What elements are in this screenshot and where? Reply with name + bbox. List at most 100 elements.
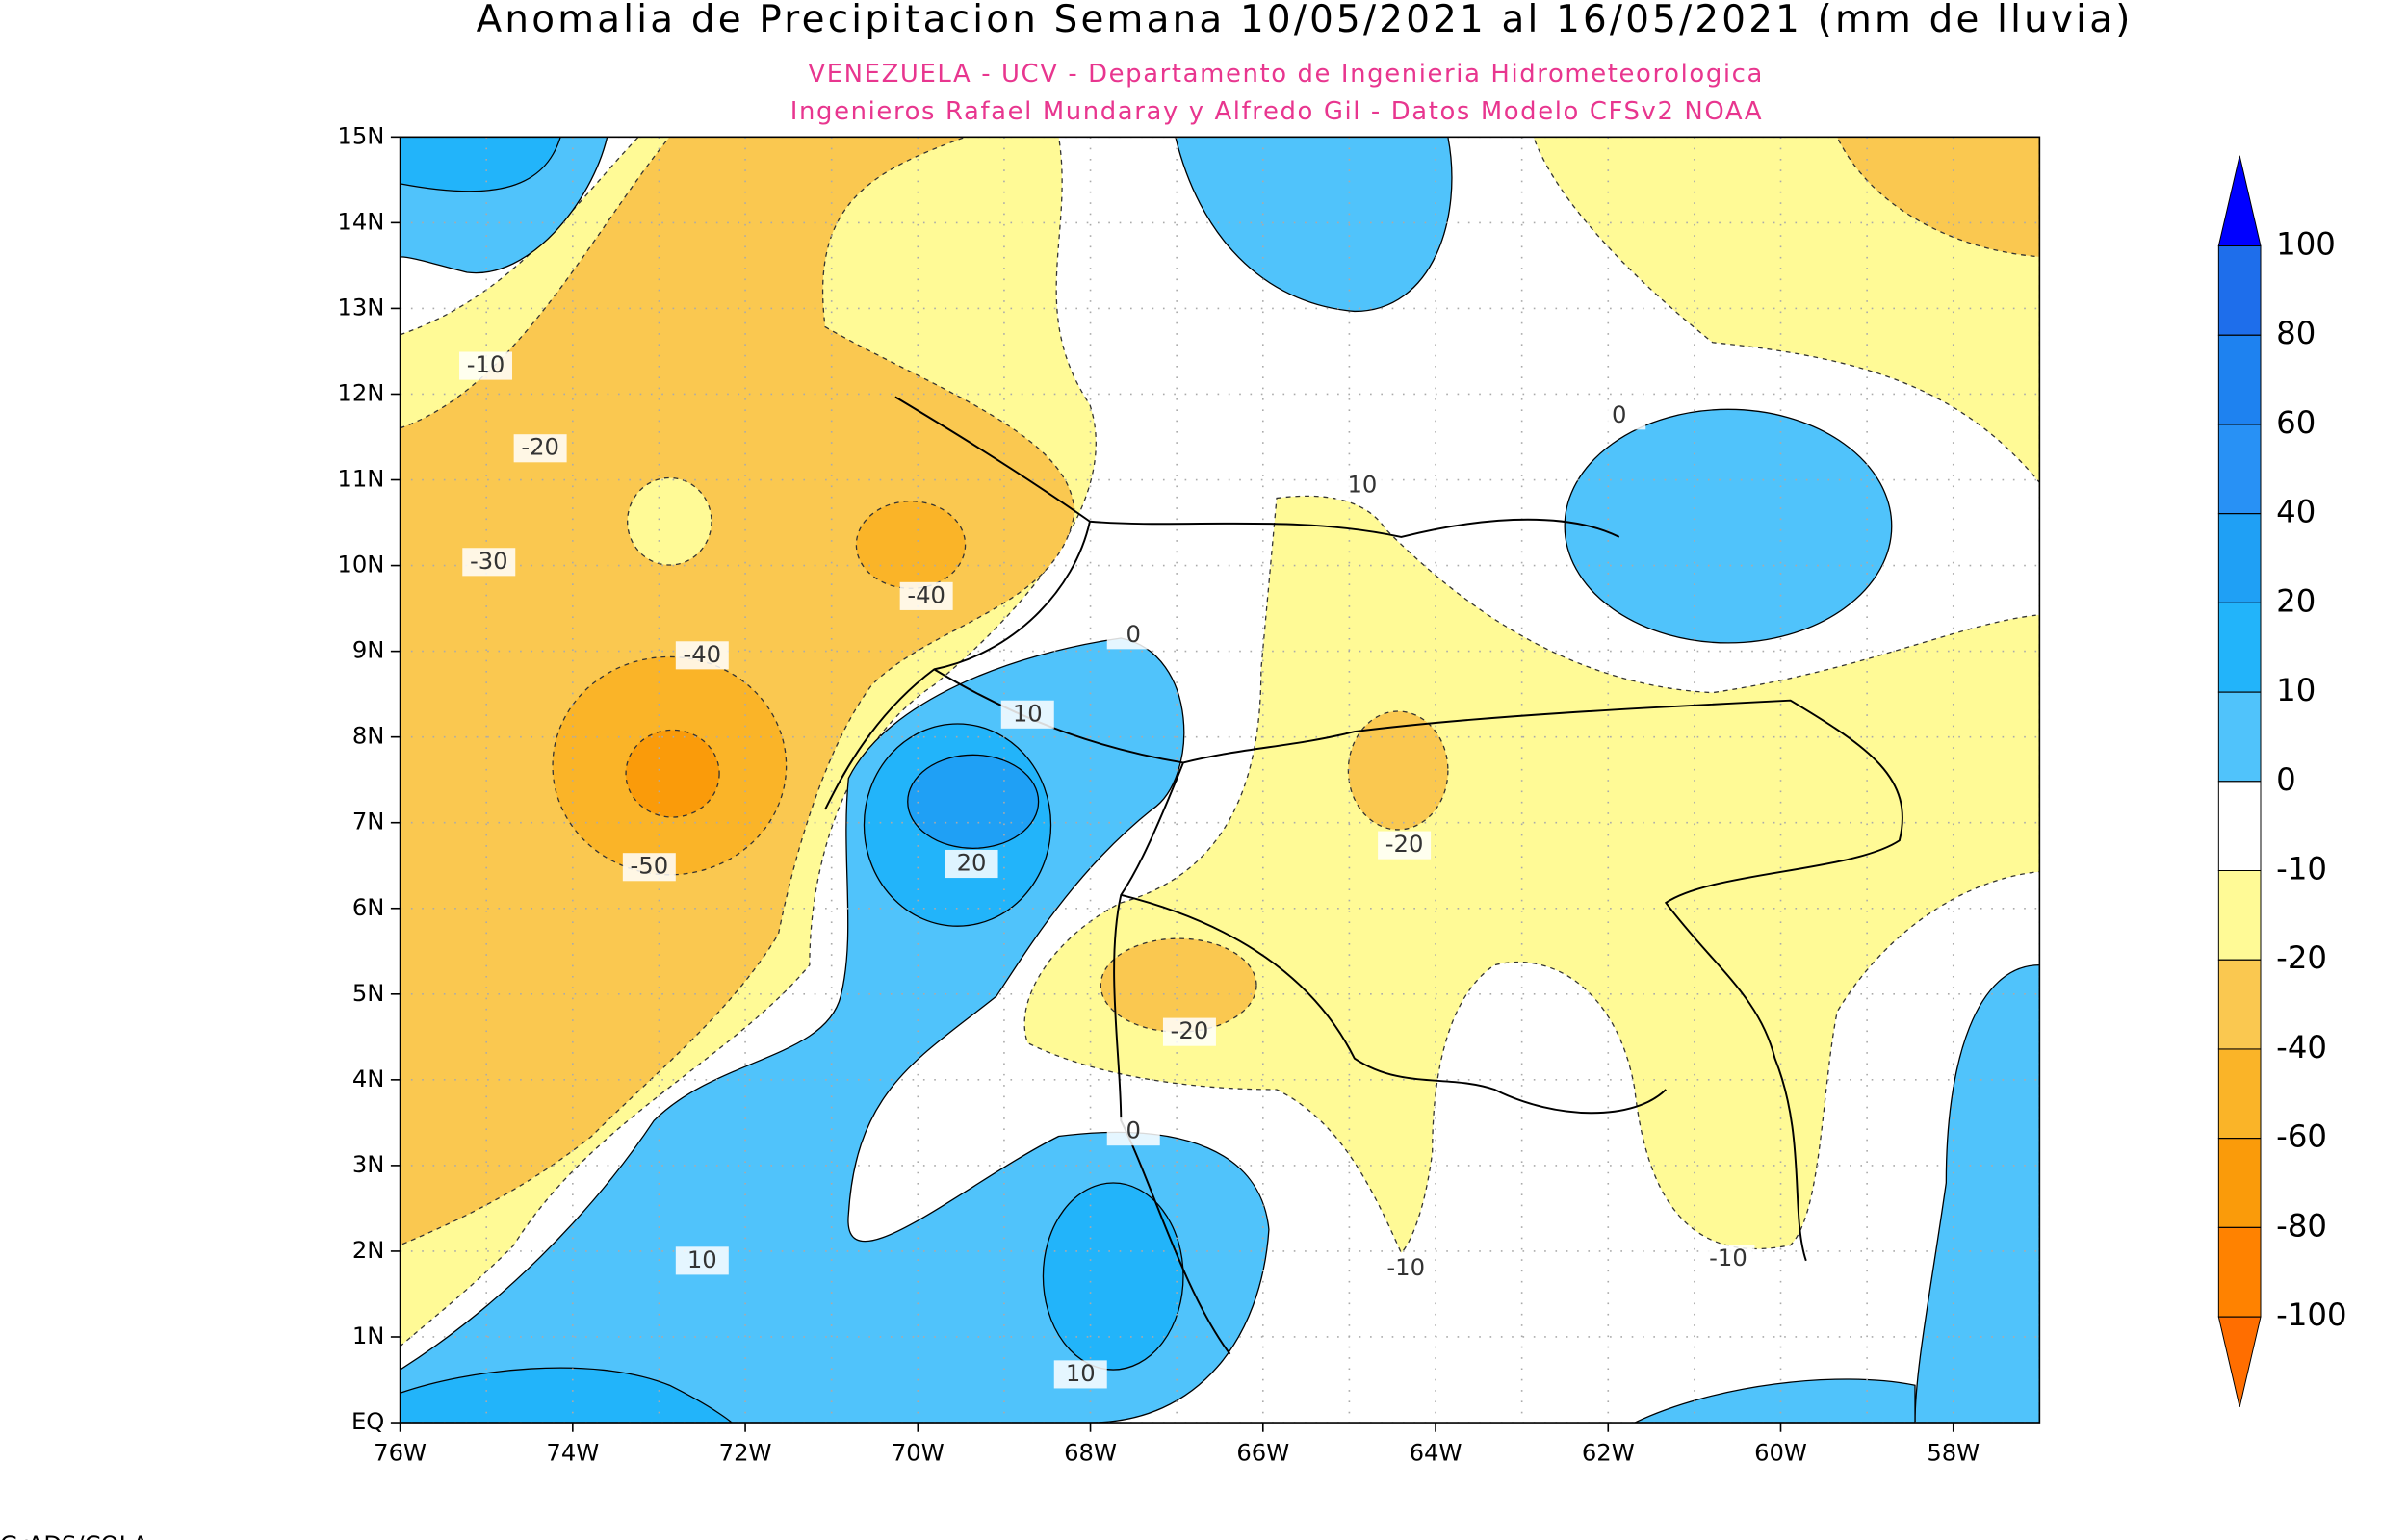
- x-tick-label: 70W: [892, 1438, 945, 1466]
- contour-label: 10: [687, 1245, 717, 1273]
- region: [625, 729, 720, 818]
- colorbar-box: [2217, 334, 2262, 425]
- subtitle: Ingenieros Rafael Mundaray y Alfredo Gil…: [790, 97, 1763, 126]
- region: [855, 500, 967, 589]
- contour-label-bg: [945, 849, 998, 879]
- contour-label-bg: [1106, 621, 1160, 650]
- y-tick-label: 1N: [352, 1322, 385, 1349]
- x-tick-label: 58W: [1927, 1438, 1980, 1466]
- contour-label-bg: [1379, 1254, 1433, 1283]
- colorbar-box: [2217, 870, 2262, 961]
- region: [627, 476, 712, 566]
- colorbar-label: -10: [2276, 851, 2327, 887]
- y-tick-label: 10N: [337, 551, 384, 578]
- contour-label-bg: [462, 548, 516, 577]
- y-tick-label: 5N: [352, 979, 385, 1007]
- colorbar-box: [2217, 781, 2262, 872]
- contour-label-bg: [675, 641, 729, 670]
- colorbar-box: [2217, 513, 2262, 603]
- colorbar-box: [2217, 1048, 2262, 1140]
- region: [1634, 1378, 1916, 1424]
- contour-label-bg: [1378, 831, 1432, 860]
- region: [1914, 963, 2040, 1424]
- y-tick-label: 2N: [352, 1236, 385, 1264]
- colorbar-box: [2217, 424, 2262, 515]
- y-tick-label: 7N: [352, 808, 385, 835]
- contour-label: 20: [957, 849, 987, 877]
- contour-label-bg: [1335, 472, 1389, 500]
- region: [907, 754, 1040, 849]
- contour-label: -20: [1385, 830, 1424, 858]
- contour-label: 10: [1013, 699, 1043, 727]
- x-tick-label: 66W: [1236, 1438, 1289, 1466]
- x-tick-label: 62W: [1582, 1438, 1635, 1466]
- contour-label: -10: [467, 350, 505, 378]
- x-tick-label: 64W: [1410, 1438, 1462, 1466]
- contour-label: -30: [470, 547, 508, 575]
- contour-label: -40: [683, 640, 721, 668]
- colorbar-label: 40: [2276, 494, 2316, 530]
- contour-label: -10: [1709, 1244, 1747, 1271]
- y-tick-label: 9N: [352, 636, 385, 664]
- region: [1175, 137, 1453, 313]
- colorbar-label: 80: [2276, 315, 2316, 351]
- region: [1042, 1182, 1184, 1371]
- field: [400, 137, 2040, 1424]
- y-tick-label: 12N: [337, 378, 384, 406]
- y-tick-label: 15N: [337, 121, 384, 149]
- colorbar-box: [2217, 602, 2262, 693]
- y-tick-label: 8N: [352, 722, 385, 750]
- contour-label-bg: [1000, 700, 1054, 729]
- colorbar-box: [2217, 245, 2262, 336]
- contour-label: 0: [1126, 620, 1141, 648]
- contour-label-bg: [675, 1246, 729, 1275]
- region: [400, 1367, 733, 1424]
- colorbar-label: 10: [2276, 672, 2316, 708]
- y-tick-label: EQ: [351, 1407, 384, 1435]
- colorbar-arrow: [2217, 1316, 2262, 1407]
- contour-label-bg: [1053, 1360, 1107, 1389]
- region: [1023, 495, 2040, 1254]
- contour-label: 10: [1348, 471, 1378, 499]
- colorbar-label: -80: [2276, 1207, 2327, 1244]
- contour-label: 0: [1612, 400, 1626, 428]
- contour-label: -40: [907, 580, 945, 608]
- colorbar-label: -40: [2276, 1029, 2327, 1065]
- region: [400, 637, 1270, 1424]
- map-frame: [399, 136, 2041, 1424]
- colorbar-box: [2217, 691, 2262, 783]
- x-tick-label: 76W: [374, 1438, 427, 1466]
- contour-label: 10: [1066, 1359, 1096, 1387]
- colorbar-label: 60: [2276, 404, 2316, 441]
- colorbar-label: -100: [2276, 1296, 2346, 1333]
- x-tick-label: 68W: [1064, 1438, 1117, 1466]
- colorbar-label: -20: [2276, 939, 2327, 976]
- colorbar-box: [2217, 959, 2262, 1050]
- y-tick-label: 3N: [352, 1150, 385, 1178]
- colorbar-label: 100: [2276, 226, 2336, 263]
- contour-label-bg: [513, 434, 567, 463]
- y-tick-label: 14N: [337, 207, 384, 235]
- region: [1100, 937, 1257, 1033]
- contour-label-bg: [1106, 1117, 1160, 1146]
- region: [1836, 137, 2040, 258]
- contour-label: 0: [1126, 1116, 1141, 1144]
- colorbar-arrow: [2217, 155, 2262, 247]
- colorbar-label: 20: [2276, 582, 2316, 619]
- contour-label: -10: [1386, 1253, 1425, 1281]
- contour-label-bg: [459, 351, 513, 380]
- colorbar-box: [2217, 1226, 2262, 1318]
- contour-label-bg: [1701, 1245, 1755, 1273]
- contour-label-bg: [1592, 401, 1646, 430]
- colorbar-box: [2217, 1138, 2262, 1228]
- x-tick-label: 72W: [719, 1438, 772, 1466]
- colorbar-label: 0: [2276, 761, 2296, 798]
- footer: GrADS/COLA: [0, 1530, 149, 1540]
- y-tick-label: 6N: [352, 893, 385, 921]
- y-tick-label: 4N: [352, 1065, 385, 1092]
- contour-label-bg: [899, 581, 953, 610]
- contour-label-bg: [622, 853, 676, 882]
- colorbar-label: -60: [2276, 1118, 2327, 1155]
